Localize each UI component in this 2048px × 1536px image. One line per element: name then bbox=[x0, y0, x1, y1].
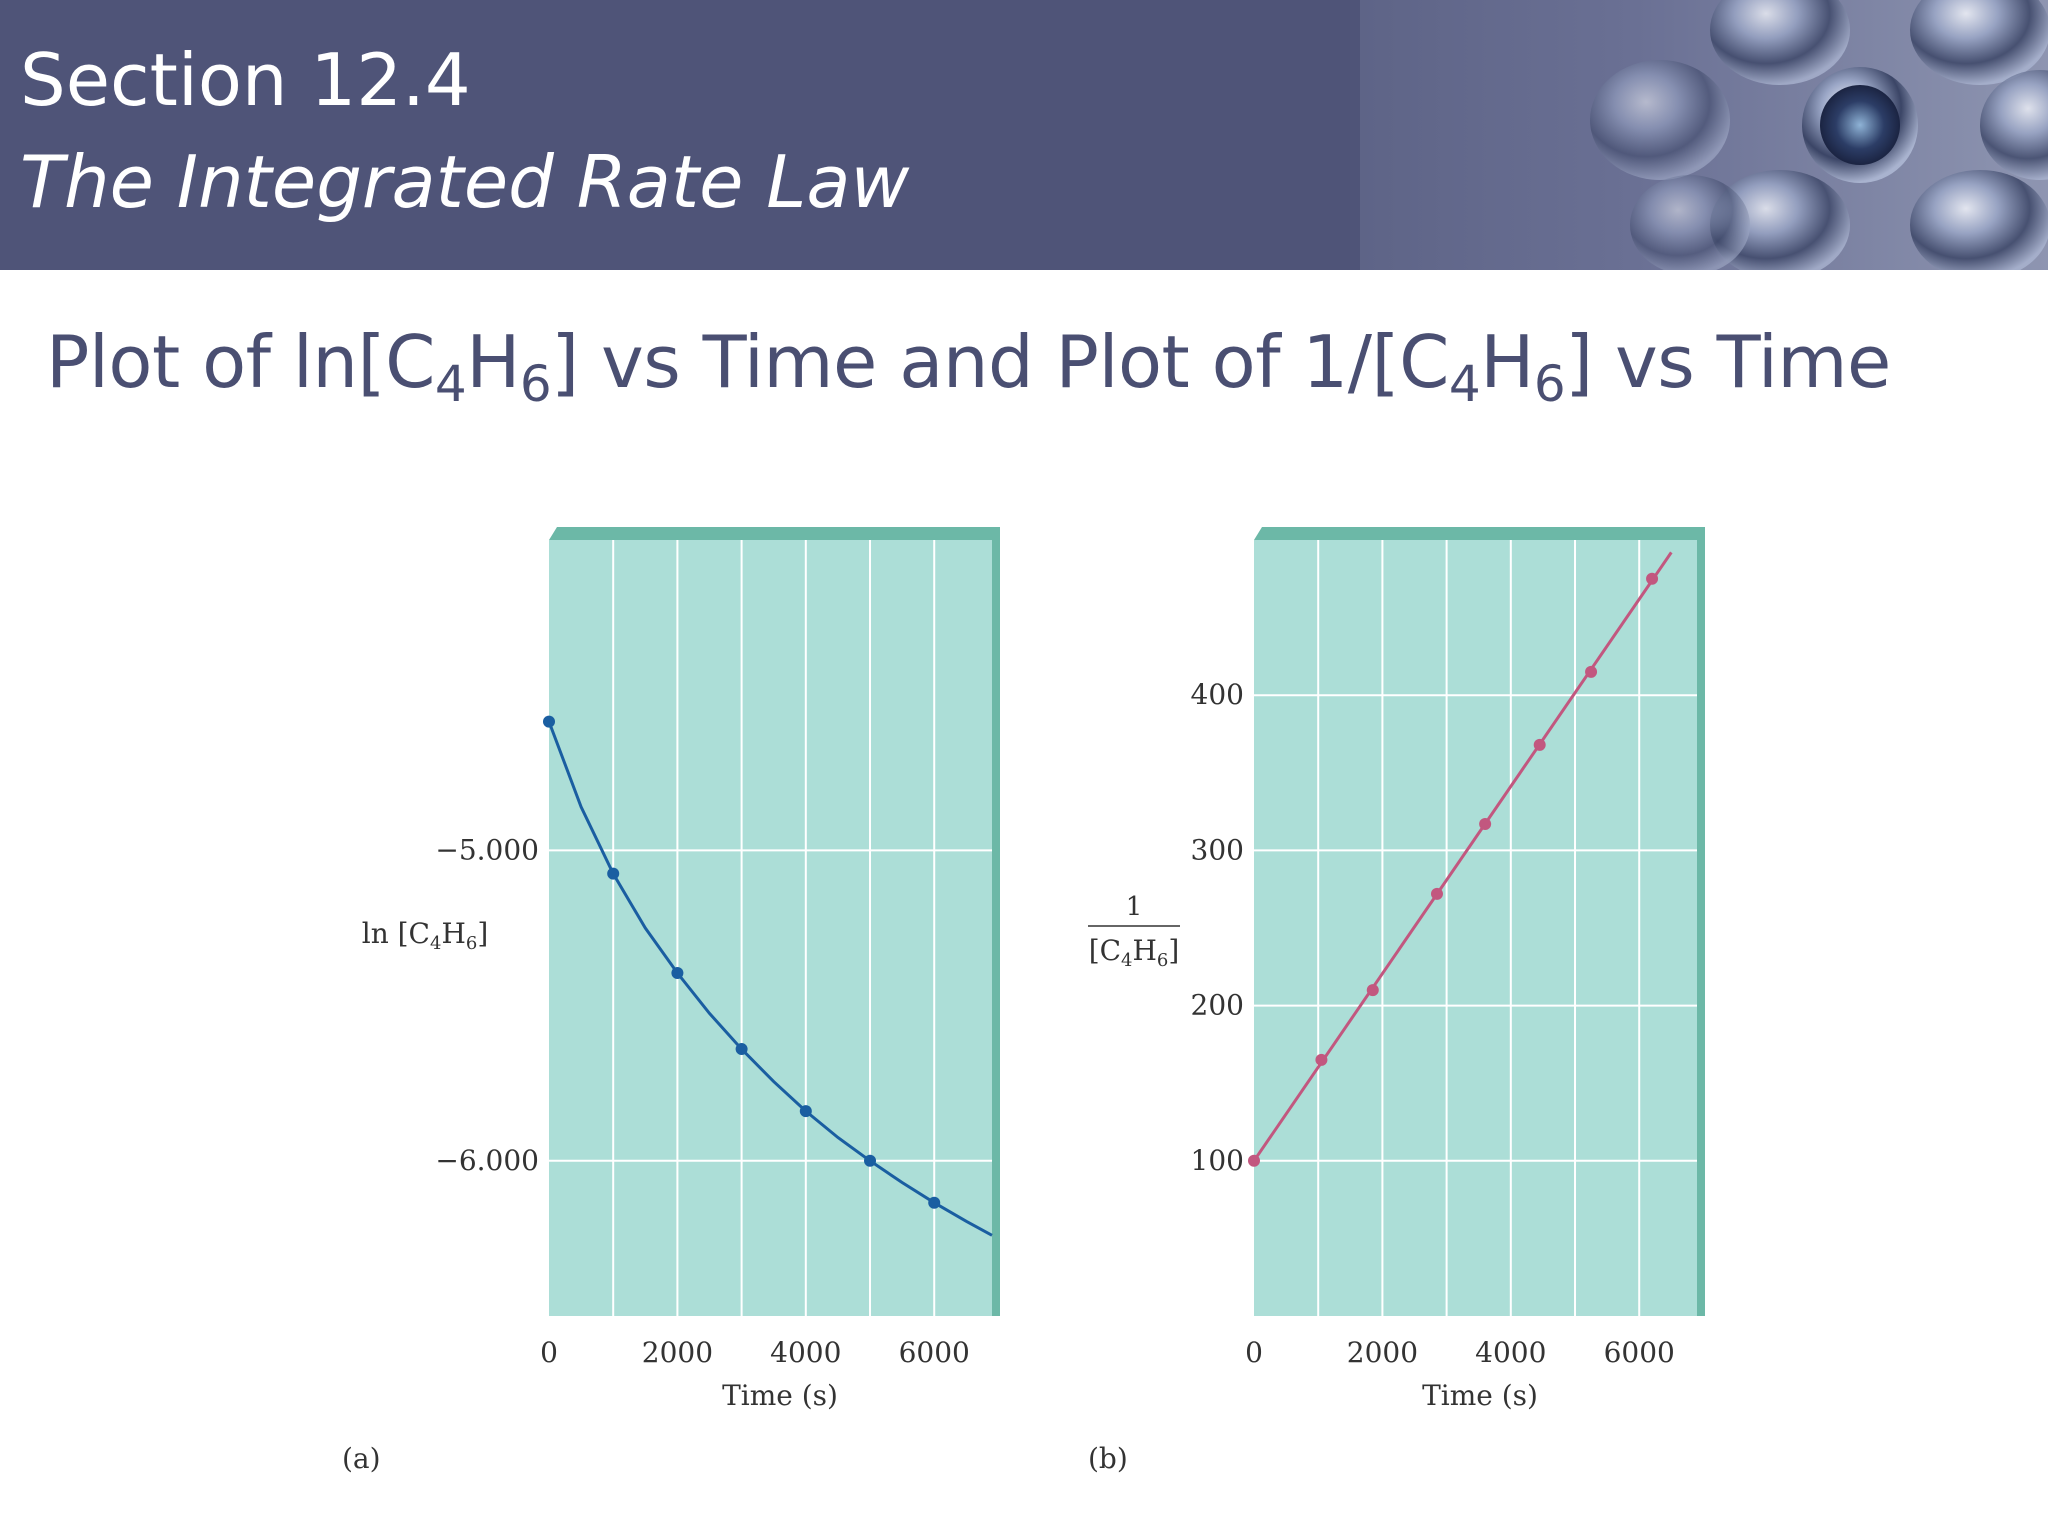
title-part: ] vs Time bbox=[1565, 320, 1891, 404]
data-point bbox=[671, 967, 684, 980]
data-point bbox=[1479, 818, 1492, 831]
chart-a-plot-area bbox=[549, 540, 992, 1316]
data-point bbox=[864, 1154, 877, 1167]
x-tick-label: 4000 bbox=[1475, 1336, 1546, 1369]
slide-title: Plot of ln[C4H6] vs Time and Plot of 1/[… bbox=[46, 320, 1891, 409]
chart-b-panel-label: (b) bbox=[1088, 1442, 1128, 1475]
data-point bbox=[1646, 572, 1659, 585]
x-tick-label: 6000 bbox=[899, 1336, 970, 1369]
data-point bbox=[1248, 1154, 1260, 1167]
chart-b-ylabel-denominator: [C4H6] bbox=[1089, 934, 1180, 971]
y-tick-label: −5.000 bbox=[435, 833, 539, 866]
data-point bbox=[1430, 887, 1443, 900]
x-tick-label: 0 bbox=[1245, 1336, 1263, 1369]
title-subscript: 6 bbox=[1533, 355, 1566, 413]
title-part: H bbox=[1480, 320, 1534, 404]
title-part: H bbox=[466, 320, 520, 404]
data-point bbox=[1585, 665, 1598, 678]
data-point bbox=[1315, 1053, 1328, 1066]
data-point bbox=[607, 867, 620, 880]
y-tick-label: 200 bbox=[1191, 989, 1244, 1022]
data-point bbox=[1533, 738, 1546, 751]
y-tick-label: 300 bbox=[1191, 833, 1244, 866]
chart-b-ylabel-numerator: 1 bbox=[1126, 892, 1143, 922]
x-tick-label: 2000 bbox=[1347, 1336, 1418, 1369]
chart-b-inverse-concentration: 0 2000 4000 6000 100 200 300 400 Time (s) 1 [C4… bbox=[1088, 527, 1705, 1475]
x-tick-label: 0 bbox=[540, 1336, 558, 1369]
data-point bbox=[799, 1105, 812, 1118]
title-part: ] vs Time and Plot of 1/[C bbox=[551, 320, 1449, 404]
section-header: Section 12.4 The Integrated Rate Law bbox=[0, 0, 2048, 270]
chart-b-points-layer bbox=[1248, 572, 1659, 1167]
chart-a-ln-concentration: 0 2000 4000 6000 −5.000 −6.000 Time (s) ln [C… bbox=[342, 527, 1000, 1475]
title-part: Plot of ln[C bbox=[46, 320, 435, 404]
data-point bbox=[1366, 984, 1379, 997]
chart-a-ticks-layer: 0 2000 4000 6000 −5.000 −6.000 bbox=[435, 833, 969, 1369]
chart-a-curve-layer bbox=[547, 721, 993, 1237]
chart-b-plot-area bbox=[1254, 540, 1697, 1316]
data-point bbox=[543, 715, 555, 728]
title-subscript: 6 bbox=[519, 355, 552, 413]
x-tick-label: 4000 bbox=[770, 1336, 841, 1369]
chart-a-points-layer bbox=[543, 715, 941, 1209]
y-tick-label: 400 bbox=[1191, 678, 1244, 711]
y-tick-label: 100 bbox=[1191, 1144, 1244, 1177]
x-tick-label: 2000 bbox=[642, 1336, 713, 1369]
data-point bbox=[735, 1043, 748, 1056]
y-tick-label: −6.000 bbox=[435, 1144, 539, 1177]
header-decoration-image bbox=[1360, 0, 2048, 270]
chart-a-grid bbox=[549, 540, 992, 1316]
title-subscript: 4 bbox=[434, 355, 467, 413]
chart-b-xlabel: Time (s) bbox=[1422, 1379, 1538, 1412]
data-point bbox=[928, 1196, 941, 1209]
chart-a-panel-label: (a) bbox=[342, 1442, 381, 1475]
x-tick-label: 6000 bbox=[1604, 1336, 1675, 1369]
series-line bbox=[547, 721, 993, 1237]
section-number: Section 12.4 bbox=[20, 38, 471, 122]
bubble-decoration-icon bbox=[1590, 0, 2048, 270]
section-name: The Integrated Rate Law bbox=[20, 140, 910, 224]
chart-a-ylabel: ln [C4H6] bbox=[362, 917, 489, 954]
chart-a-xlabel: Time (s) bbox=[722, 1379, 838, 1412]
chart-b-ticks-layer: 0 2000 4000 6000 100 200 300 400 bbox=[1191, 678, 1675, 1369]
title-subscript: 4 bbox=[1448, 355, 1481, 413]
chart-b-grid bbox=[1254, 540, 1697, 1316]
